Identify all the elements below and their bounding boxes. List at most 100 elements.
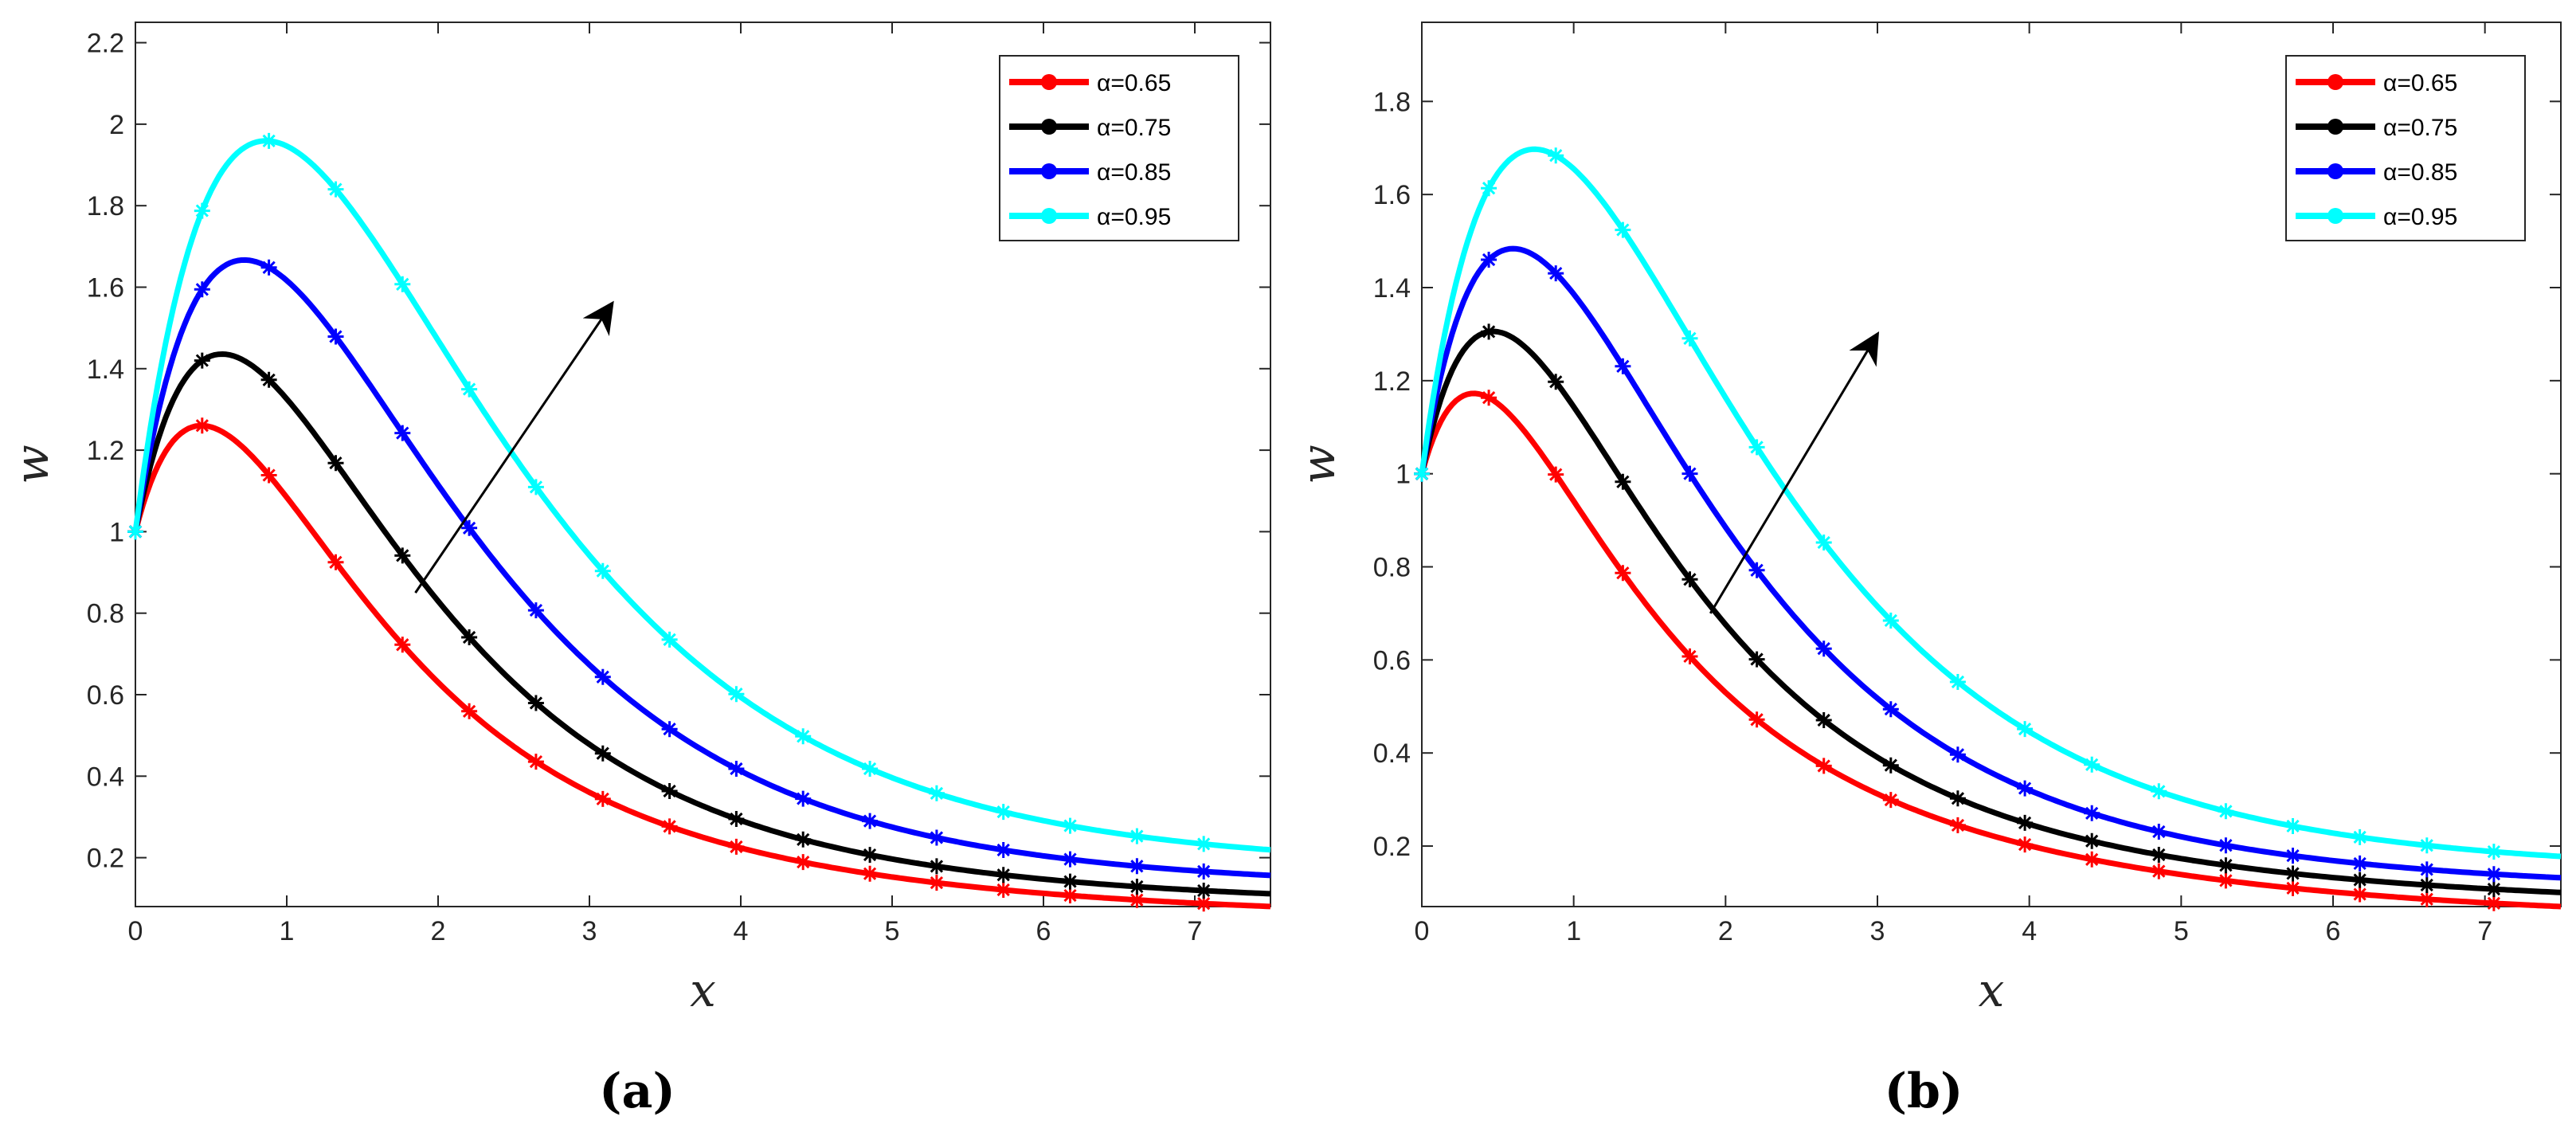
x-tick-label: 4 <box>734 916 749 946</box>
series-marker <box>1949 746 1966 763</box>
y-tick-label: 0.8 <box>1373 553 1411 583</box>
series-marker <box>795 728 812 745</box>
series-line-1 <box>132 422 1271 910</box>
series-marker <box>594 745 611 762</box>
series-marker <box>2418 877 2435 893</box>
x-tick-label: 0 <box>128 916 143 946</box>
series-marker <box>2485 866 2502 883</box>
series-marker <box>1681 571 1698 588</box>
series-line-2 <box>1419 328 2562 895</box>
x-tick-label: 6 <box>2326 916 2341 946</box>
series-marker <box>527 695 544 711</box>
x-tick-label: 2 <box>431 916 446 946</box>
series-marker <box>862 847 879 864</box>
series-marker <box>1615 473 1631 490</box>
series-marker <box>2218 872 2234 889</box>
series-marker <box>1615 358 1631 374</box>
series-marker <box>1815 640 1832 657</box>
y-tick-label: 1.8 <box>1373 87 1411 117</box>
series-marker <box>2284 879 2301 896</box>
series-marker <box>527 754 544 770</box>
y-tick-label: 1.4 <box>1373 273 1411 304</box>
series-marker <box>1062 851 1079 868</box>
x-tick-label: 4 <box>2022 916 2037 946</box>
series-marker <box>795 831 812 848</box>
series-marker <box>661 631 678 648</box>
series-marker <box>1748 651 1765 668</box>
series-marker <box>1949 790 1966 807</box>
series-marker <box>2218 837 2234 854</box>
series-line-4 <box>1419 146 2562 860</box>
series-marker <box>1129 891 1145 908</box>
series-marker <box>1129 828 1145 844</box>
series-marker <box>2084 756 2100 773</box>
series-marker <box>327 181 344 198</box>
legend-label: α=0.75 <box>1097 115 1171 141</box>
y-tick-label: 0.2 <box>87 844 124 874</box>
series-marker <box>1882 613 1899 629</box>
series-marker <box>594 562 611 579</box>
y-tick-label: 0.4 <box>1373 738 1411 769</box>
x-axis-label: x <box>1979 963 2005 1017</box>
series-marker <box>2151 863 2167 879</box>
series-marker <box>260 259 277 276</box>
legend-label: α=0.75 <box>2383 115 2457 141</box>
series-marker <box>728 838 745 855</box>
y-tick-label: 0.6 <box>1373 645 1411 676</box>
series-marker <box>2418 891 2435 907</box>
series-marker <box>327 455 344 472</box>
series-marker <box>1548 147 1564 164</box>
series-marker <box>1481 390 1497 406</box>
series-marker <box>2485 881 2502 898</box>
series-marker <box>1481 252 1497 268</box>
series-marker <box>1748 562 1765 578</box>
series-marker <box>194 352 210 369</box>
series-marker <box>1196 863 1212 879</box>
legend-box <box>2285 55 2526 241</box>
series-marker <box>2284 865 2301 882</box>
x-tick-label: 5 <box>2174 916 2189 946</box>
series-line-2 <box>132 351 1271 897</box>
series-marker <box>795 790 812 807</box>
series-line-3 <box>1419 245 2562 881</box>
series-marker <box>260 371 277 388</box>
series-marker <box>1615 565 1631 582</box>
series-marker <box>2017 780 2034 797</box>
legend-marker <box>2327 163 2343 179</box>
series-marker <box>127 523 143 540</box>
series-marker <box>1062 887 1079 903</box>
series-marker <box>2151 847 2167 863</box>
series-line-4 <box>132 138 1271 853</box>
series-marker <box>2485 844 2502 860</box>
series-marker <box>2351 886 2368 903</box>
series-marker <box>260 132 277 149</box>
legend-label: α=0.95 <box>1097 204 1171 230</box>
series-marker <box>995 882 1012 898</box>
series-marker <box>661 721 678 738</box>
series-marker <box>795 854 812 871</box>
y-tick-label: 0.4 <box>87 762 124 792</box>
x-tick-label: 2 <box>1718 916 1733 946</box>
series-marker <box>1949 674 1966 690</box>
series-marker <box>2418 861 2435 878</box>
panel-label: (a) <box>599 1064 675 1119</box>
y-tick-label: 1.2 <box>1373 366 1411 397</box>
series-marker <box>928 875 945 891</box>
legend-marker <box>2327 74 2343 90</box>
y-tick-label: 1.6 <box>1373 180 1411 210</box>
y-tick-label: 1 <box>109 517 124 547</box>
series-marker <box>327 554 344 570</box>
series-marker <box>260 467 277 484</box>
series-marker <box>2485 895 2502 911</box>
series-marker <box>728 811 745 827</box>
series-marker <box>2284 848 2301 864</box>
chart-panel-1: 0 1 2 3 4 5 6 7 0.2 0.4 0.6 0.8 1 1.2 1.4 1.6 1.8 2 2.2 x w α… <box>5 22 1271 1119</box>
legend-box <box>999 55 1239 241</box>
series-marker <box>2151 824 2167 840</box>
series-marker <box>1129 858 1145 875</box>
x-tick-label: 7 <box>2477 916 2492 946</box>
x-axis-label: x <box>690 963 716 1017</box>
series-marker <box>1129 879 1145 895</box>
y-tick-label: 0.2 <box>1373 832 1411 862</box>
